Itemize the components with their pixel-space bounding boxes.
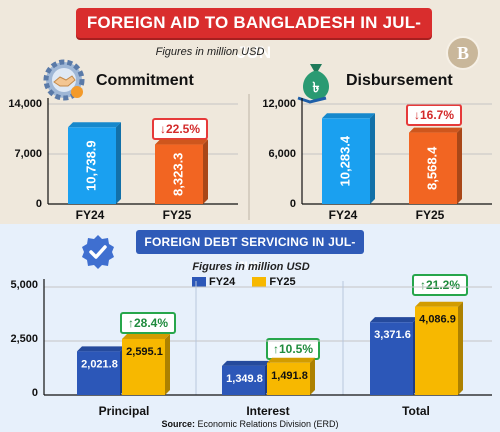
debt-bar-fy24-value-label: 3,371.6: [374, 329, 411, 341]
debt-bar-fy24-top: [370, 317, 418, 323]
legend-label: FY24: [209, 276, 236, 289]
debt-bar-fy24: [222, 365, 265, 395]
debt-title-banner: FOREIGN DEBT SERVICING IN JUL-JUN: [136, 230, 364, 273]
commitment-bar-side: [116, 122, 121, 204]
disbursement-bar-top: [322, 113, 375, 119]
disbursement-ytick: 6,000: [268, 148, 296, 160]
debt-units-note: Figures in million USD: [192, 261, 310, 273]
debt-bar-fy24: [77, 351, 120, 395]
debt-bar-fy25-side: [310, 357, 315, 395]
debt-bar-fy24-top: [77, 346, 125, 352]
change-value: 10.5%: [278, 342, 314, 356]
up-arrow-icon: ↑: [127, 316, 134, 330]
debt-bar-fy24-top: [222, 360, 270, 366]
gear-handshake-icon: [42, 58, 86, 102]
debt-ytick: 2,500: [10, 333, 38, 345]
debt-bar-fy25-top: [415, 301, 463, 307]
disbursement-xlabel: FY25: [415, 208, 445, 222]
change-value: 16.7%: [419, 108, 455, 122]
checkmark-badge-icon: [80, 234, 116, 270]
disbursement-bar-top: [409, 127, 462, 133]
debt-bar-fy24-value-label: 2,021.8: [81, 358, 118, 370]
debt-ytick: 5,000: [10, 279, 38, 291]
commitment-ytick: 7,000: [14, 148, 42, 160]
debt-xlabel: Principal: [98, 404, 150, 418]
disbursement-bar-value-label: 8,568.4: [424, 146, 439, 190]
commitment-bar: [68, 127, 116, 204]
commitment-bar-value-label: 8,323.3: [170, 153, 185, 196]
change-value: 28.4%: [133, 316, 169, 330]
debt-bar-fy25-top: [122, 333, 170, 339]
disbursement-title: Disbursement: [346, 72, 453, 89]
down-arrow-icon: ↓: [413, 108, 420, 122]
total-change-badge: ↑21.2%: [412, 274, 468, 296]
debt-bar-fy25-value-label: 1,491.8: [271, 370, 308, 382]
disbursement-bar: [409, 132, 457, 204]
up-arrow-icon: ↑: [419, 278, 426, 292]
up-arrow-icon: ↑: [272, 342, 279, 356]
debt-bar-fy25: [122, 338, 165, 395]
debt-bar-fy24-value-label: 1,349.8: [226, 373, 263, 385]
disbursement-change-badge: ↓16.7%: [406, 104, 462, 126]
debt-xlabel: Interest: [246, 404, 290, 418]
legend-item-fy24: FY24: [192, 276, 235, 288]
publisher-logo: B: [446, 36, 480, 70]
source-text: Economic Relations Division (ERD): [197, 419, 339, 429]
commitment-xlabel: FY25: [162, 208, 192, 222]
disbursement-ytick: 12,000: [262, 98, 296, 110]
commitment-bar-side: [203, 139, 208, 204]
svg-text:৳: ৳: [313, 80, 320, 96]
commitment-ytick: 0: [35, 198, 42, 210]
change-value: 22.5%: [165, 122, 201, 136]
debt-xlabel: Total: [402, 404, 430, 418]
disbursement-bar: [322, 118, 370, 204]
principal-change-badge: ↑28.4%: [120, 312, 176, 334]
debt-bar-fy25-side: [458, 301, 463, 395]
legend-swatch: [192, 277, 206, 288]
change-value: 21.2%: [425, 278, 461, 292]
disbursement-bar-side: [370, 113, 375, 204]
debt-title: FOREIGN DEBT SERVICING IN JUL-JUN: [144, 235, 356, 273]
debt-bar-fy25: [267, 362, 310, 395]
commitment-bar-top: [68, 122, 121, 128]
down-arrow-icon: ↓: [159, 122, 166, 136]
disbursement-xlabel: FY24: [328, 208, 358, 222]
commitment-xlabel: FY24: [75, 208, 105, 222]
commitment-title: Commitment: [96, 72, 194, 89]
disbursement-bar-side: [457, 127, 462, 204]
debt-bar-fy24: [370, 322, 413, 395]
commitment-bar-value-label: 10,738.9: [83, 140, 98, 191]
legend: FY24 FY25: [192, 276, 310, 290]
debt-bar-fy25-value-label: 4,086.9: [419, 314, 456, 326]
source-label: Source:: [161, 419, 195, 429]
legend-item-fy25: FY25: [252, 276, 296, 289]
disbursement-ytick: 0: [289, 198, 296, 210]
commitment-ytick: 14,000: [8, 98, 42, 110]
commitment-bar: [155, 144, 203, 204]
commitment-change-badge: ↓22.5%: [152, 118, 208, 140]
debt-bar-fy25-side: [165, 333, 170, 395]
units-note: Figures in million USD: [155, 46, 265, 58]
page-title: FOREIGN AID TO BANGLADESH IN JUL-JUN: [86, 13, 422, 62]
debt-bar-fy25-top: [267, 357, 315, 363]
title-banner: FOREIGN AID TO BANGLADESH IN JUL-JUN: [76, 8, 432, 62]
debt-ytick: 0: [31, 387, 38, 399]
debt-bar-fy25-value-label: 2,595.1: [126, 346, 163, 358]
commitment-bar-top: [155, 139, 208, 145]
source-note: Source: Economic Relations Division (ERD…: [0, 419, 500, 429]
legend-swatch: [252, 277, 267, 288]
debt-bar-fy25: [415, 306, 458, 395]
legend-label: FY25: [269, 276, 296, 289]
disbursement-bar-value-label: 10,283.4: [337, 135, 352, 186]
